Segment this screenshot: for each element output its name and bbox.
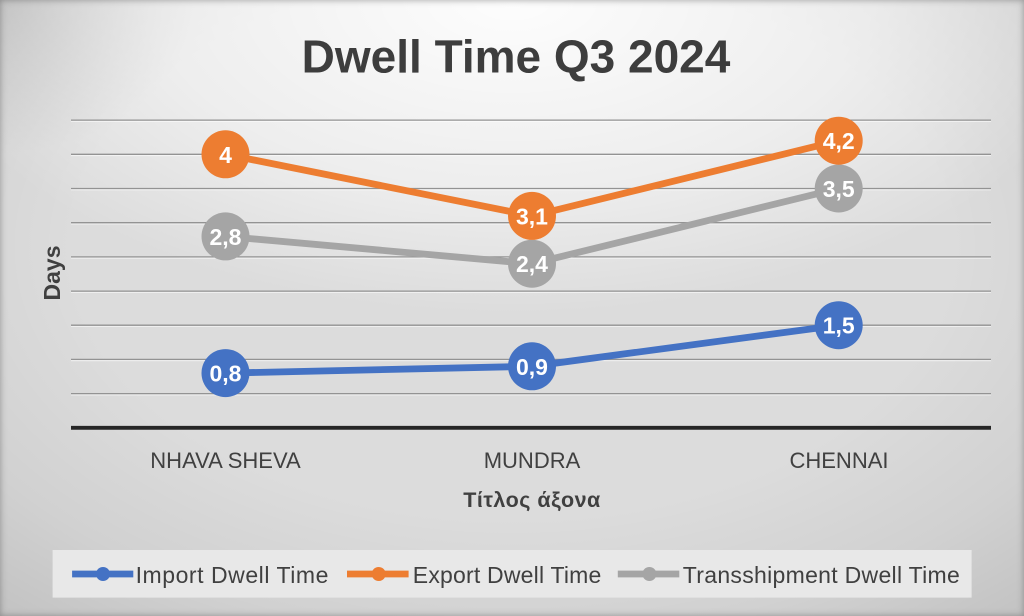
svg-text:2,8: 2,8 xyxy=(210,224,242,250)
svg-text:0,9: 0,9 xyxy=(516,354,548,380)
svg-text:3,1: 3,1 xyxy=(516,203,548,229)
svg-text:1,5: 1,5 xyxy=(823,313,855,339)
svg-text:Transshipment Dwell Time: Transshipment Dwell Time xyxy=(683,562,960,588)
svg-text:CHENNAI: CHENNAI xyxy=(789,448,888,473)
svg-text:3,5: 3,5 xyxy=(823,176,855,202)
svg-text:Dwell Time Q3 2024: Dwell Time Q3 2024 xyxy=(302,31,731,83)
svg-text:Days: Days xyxy=(39,246,65,301)
svg-text:MUNDRA: MUNDRA xyxy=(484,448,581,473)
svg-text:Export Dwell Time: Export Dwell Time xyxy=(413,562,602,588)
svg-text:Import Dwell Time: Import Dwell Time xyxy=(136,562,329,588)
svg-text:4,2: 4,2 xyxy=(823,128,855,154)
svg-text:0,8: 0,8 xyxy=(210,361,242,387)
svg-text:Τίτλος άξονα: Τίτλος άξονα xyxy=(463,488,601,512)
svg-text:NHAVA SHEVA: NHAVA SHEVA xyxy=(150,448,301,473)
svg-text:2,4: 2,4 xyxy=(516,251,548,277)
svg-text:4: 4 xyxy=(219,142,232,168)
